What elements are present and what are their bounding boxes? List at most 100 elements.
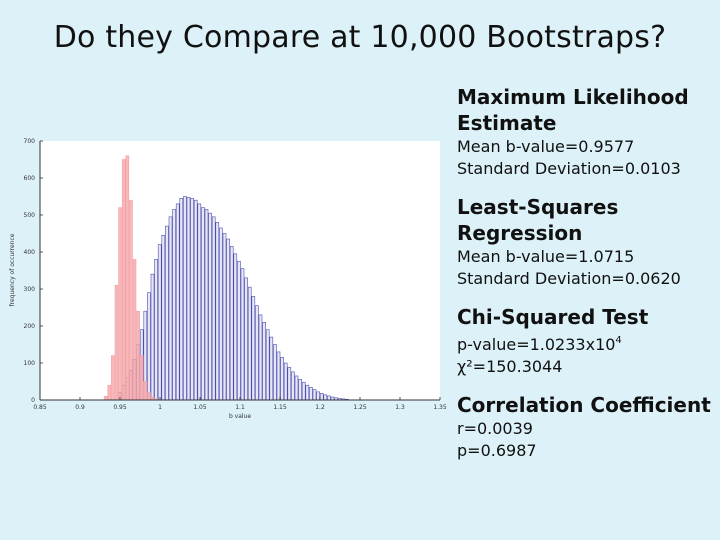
x-tick-label: 0.85 <box>33 404 47 411</box>
y-tick-label: 100 <box>24 360 36 367</box>
x-tick-label: 1.2 <box>315 404 325 411</box>
mle-histogram-bar <box>129 199 133 401</box>
corr-r: r=0.0039 <box>457 419 533 438</box>
lsr-histogram-bar <box>165 225 169 401</box>
lsr-histogram-bar <box>226 238 230 401</box>
lsr-histogram-bar <box>154 259 158 401</box>
lsr-histogram-bar <box>208 212 212 401</box>
mle-histogram-bar <box>132 259 137 401</box>
slide-title: Do they Compare at 10,000 Bootstraps? <box>53 20 667 55</box>
lsr-histogram-bar <box>301 381 306 401</box>
lsr-histogram-bar <box>204 209 209 401</box>
mle-histogram-bar <box>118 207 122 401</box>
mle-histogram-bar <box>125 155 130 401</box>
mle-histogram-bar <box>111 355 115 401</box>
lsr-histogram-bar <box>258 314 263 401</box>
y-tick-label: 500 <box>24 212 36 219</box>
x-tick-label: 1.05 <box>193 404 207 411</box>
x-tick-label: 0.9 <box>75 404 85 411</box>
lsr-histogram-bar <box>183 196 187 401</box>
y-axis-label: frequency of occurrence <box>9 233 16 306</box>
y-tick-label: 400 <box>24 249 36 256</box>
lsr-histogram-bar <box>251 296 256 401</box>
lsr-histogram-bar <box>255 305 259 401</box>
lsr-histogram-bar <box>327 395 331 401</box>
lsr-histogram-bar <box>219 227 223 401</box>
lsr-histogram-bar <box>197 203 202 401</box>
lsr-histogram-bar <box>312 389 317 401</box>
mle-histogram-bar <box>107 384 112 401</box>
y-tick-label: 700 <box>24 138 36 145</box>
lsr-histogram-bar <box>233 253 238 401</box>
lsr-histogram-bar <box>229 246 234 401</box>
y-tick-label: 200 <box>24 323 36 330</box>
x-tick-label: 0.95 <box>113 404 127 411</box>
corr-p: p=0.6987 <box>457 441 537 460</box>
lsr-histogram-bar <box>201 207 205 401</box>
mle-histogram-bar <box>147 392 151 401</box>
corr-section: Correlation Coefficient r=0.0039 p=0.698… <box>457 392 717 462</box>
x-axis-label: b value <box>229 413 251 420</box>
chi-pvalue: p-value=1.0233x104 <box>457 330 717 356</box>
lsr-histogram-bar <box>265 329 270 401</box>
mle-histogram-bar <box>143 381 148 401</box>
x-tick-label: 1.35 <box>433 404 447 411</box>
lsr-histogram-bar <box>215 222 220 401</box>
lsr-mean: Mean b-value=1.0715 <box>457 247 635 266</box>
mle-section: Maximum Likelihood Estimate Mean b-value… <box>457 84 717 180</box>
lsr-histogram-bar <box>298 378 302 401</box>
y-tick-label: 600 <box>24 175 36 182</box>
lsr-histogram-bar <box>273 344 277 401</box>
mle-std: Standard Deviation=0.0103 <box>457 159 681 178</box>
mle-histogram-bar <box>139 355 144 401</box>
lsr-histogram-bar <box>237 260 241 401</box>
mle-histogram-bar <box>121 159 126 401</box>
chi-statistic: χ²=150.3044 <box>457 357 563 376</box>
lsr-histogram-bar <box>276 351 281 401</box>
y-tick-label: 0 <box>31 397 35 404</box>
mle-histogram-bar <box>114 285 119 401</box>
lsr-heading: Least-Squares Regression <box>457 195 619 245</box>
histogram-svg: 0 100 200 300 400 500 600 700 0.85 0.9 0.95 1 1.05 1… <box>9 138 447 420</box>
lsr-histogram-bar <box>316 391 320 401</box>
lsr-histogram-bar <box>262 322 266 401</box>
lsr-histogram-bar <box>244 277 248 401</box>
chi-heading: Chi-Squared Test <box>457 305 649 329</box>
lsr-histogram-bar <box>222 233 227 401</box>
x-tick-label: 1.25 <box>353 404 367 411</box>
lsr-histogram-bar <box>179 198 184 401</box>
mle-histogram-bar <box>136 310 140 401</box>
x-tick-label: 1.3 <box>395 404 405 411</box>
chi-section: Chi-Squared Test p-value=1.0233x104 χ²=1… <box>457 304 717 378</box>
corr-heading: Correlation Coefficient <box>457 393 711 417</box>
lsr-histogram-bar <box>175 203 180 401</box>
lsr-histogram-bar <box>247 286 252 401</box>
lsr-histogram-bar <box>211 216 216 401</box>
lsr-histogram-bar <box>283 362 288 401</box>
lsr-histogram-bar <box>157 244 162 401</box>
y-tick-label: 300 <box>24 286 36 293</box>
lsr-histogram-bar <box>161 235 166 401</box>
x-tick-label: 1.1 <box>235 404 245 411</box>
mle-mean: Mean b-value=0.9577 <box>457 137 635 156</box>
x-tick-label: 1 <box>158 404 162 411</box>
mle-histogram-bar <box>103 395 108 401</box>
lsr-histogram-bar <box>193 199 198 401</box>
lsr-histogram-bar <box>287 367 292 401</box>
lsr-histogram-bar <box>269 336 274 401</box>
lsr-histogram-bar <box>172 209 176 401</box>
lsr-histogram-bar <box>150 273 155 401</box>
mle-heading: Maximum Likelihood Estimate <box>457 85 689 135</box>
lsr-histogram-bar <box>294 375 299 401</box>
chi-pvalue-exponent: 4 <box>615 335 622 346</box>
lsr-histogram-bar <box>147 292 151 401</box>
lsr-section: Least-Squares Regression Mean b-value=1.… <box>457 194 717 290</box>
chi-pvalue-base: p-value=1.0233x10 <box>457 335 616 354</box>
stats-panel: Maximum Likelihood Estimate Mean b-value… <box>457 84 717 476</box>
lsr-histogram-bar <box>280 357 284 401</box>
lsr-histogram-bar <box>319 393 324 401</box>
lsr-histogram-bar <box>186 196 191 401</box>
lsr-histogram-bar <box>291 371 295 401</box>
lsr-histogram-bar <box>305 384 310 401</box>
lsr-histogram-bar <box>168 216 173 401</box>
